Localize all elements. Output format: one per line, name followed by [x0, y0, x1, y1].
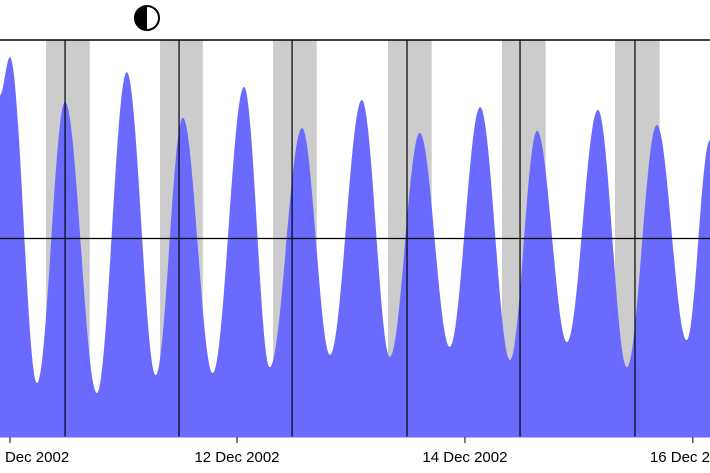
- x-tick-label: 14 Dec 2002: [422, 449, 507, 466]
- x-tick-label: Dec 2002: [5, 449, 69, 466]
- moon-phase-icon: [134, 5, 160, 31]
- x-tick-label: 16 Dec 2: [650, 449, 710, 466]
- tide-area: [0, 57, 710, 438]
- x-tick-label: 12 Dec 2002: [194, 449, 279, 466]
- moon-shadow: [135, 6, 147, 30]
- plot: Dec 2002 12 Dec 2002 14 Dec 2002 16 Dec 2: [0, 39, 710, 466]
